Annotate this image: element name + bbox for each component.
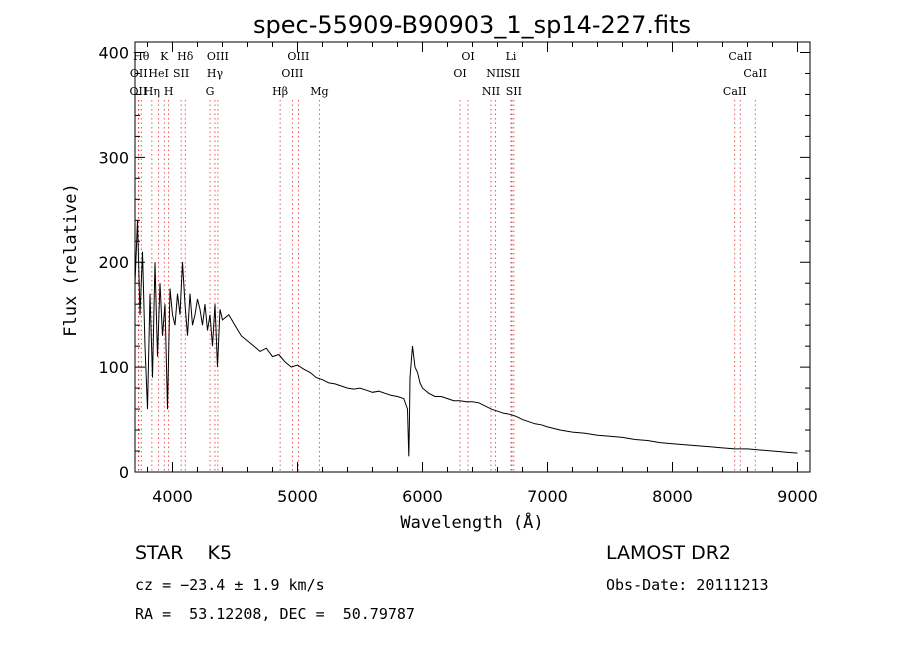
object-class: STAR K5: [135, 542, 233, 564]
line-marker-label: OIII: [281, 67, 303, 80]
chart-title: spec-55909-B90903_1_sp14-227.fits: [253, 11, 691, 39]
survey-name: LAMOST DR2: [606, 542, 731, 564]
line-marker-label: Hβ: [272, 85, 288, 98]
line-marker-label: OIII: [207, 50, 229, 63]
spectrum-line: [134, 220, 798, 457]
line-marker-label: CaII: [723, 85, 747, 98]
line-marker-label: G: [206, 85, 215, 98]
y-tick-label: 200: [98, 253, 129, 272]
line-marker-label: Hγ: [207, 67, 224, 80]
y-tick-label: 400: [98, 43, 129, 62]
x-tick-label: 5000: [277, 487, 318, 506]
observation-date: Obs-Date: 20111213: [606, 576, 769, 594]
line-marker-label: Li: [506, 50, 517, 63]
spectrum-series: [134, 220, 798, 457]
line-marker-label: Hη: [144, 85, 160, 98]
sky-coordinates: RA = 53.12208, DEC = 50.79787: [135, 605, 415, 623]
line-marker-label: OIII: [287, 50, 309, 63]
line-marker-label: Hθ: [133, 50, 150, 63]
redshift-velocity: cz = −23.4 ± 1.9 km/s: [135, 576, 325, 594]
x-tick-label: 6000: [402, 487, 443, 506]
line-marker-label: NII: [482, 85, 500, 98]
y-tick-label: 100: [98, 358, 129, 377]
line-marker-label: CaII: [743, 67, 767, 80]
x-tick-label: 7000: [527, 487, 568, 506]
axes: 4000 5000 6000 7000 8000 9000 0 100 200 300 400: [98, 41, 818, 506]
line-marker-label: Mg: [310, 85, 328, 98]
line-marker-label: HeI: [148, 67, 168, 80]
line-marker-label: OI: [461, 50, 474, 63]
line-marker-label: CaII: [728, 50, 752, 63]
x-tick-label: 8000: [652, 487, 693, 506]
y-axis-label: Flux (relative): [61, 183, 81, 337]
y-tick-label: 0: [119, 463, 129, 482]
plot-frame: [134, 41, 811, 473]
line-marker-label: OII: [130, 85, 148, 98]
line-marker-label: OI: [453, 67, 466, 80]
line-marker-label: SII: [504, 67, 520, 80]
x-tick-label: 9000: [777, 487, 818, 506]
line-marker-label: SII: [173, 67, 189, 80]
y-tick-label: 300: [98, 148, 129, 167]
spectral-line-markers: OIIOIIHθHηHeIKHSIIHδGHγOIIIHβOIIIOIIIMgO…: [130, 50, 767, 472]
x-tick-label: 4000: [152, 487, 193, 506]
x-axis-label: Wavelength (Å): [400, 511, 543, 533]
line-marker-label: NII: [486, 67, 504, 80]
line-marker-label: H: [164, 85, 174, 98]
line-marker-label: Hδ: [177, 50, 194, 63]
line-marker-label: K: [160, 50, 169, 63]
line-marker-label: SII: [506, 85, 522, 98]
